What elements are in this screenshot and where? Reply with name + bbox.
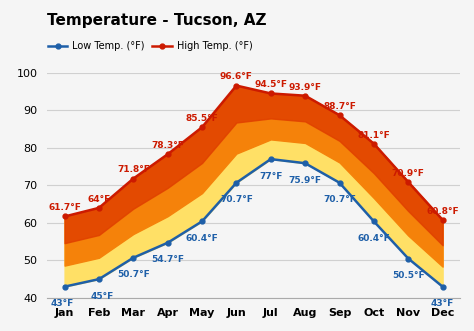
Text: 54.7°F: 54.7°F <box>151 255 184 264</box>
High Temp. (°F) <box>337 113 342 117</box>
Text: 43°F: 43°F <box>431 299 454 308</box>
Low Temp. (°F) <box>62 285 67 289</box>
Text: 70.7°F: 70.7°F <box>323 195 356 204</box>
Text: 85.5°F: 85.5°F <box>186 114 219 123</box>
Text: 45°F: 45°F <box>90 292 113 301</box>
High Temp. (°F) <box>199 125 205 129</box>
Text: 81.1°F: 81.1°F <box>357 130 390 140</box>
High Temp. (°F) <box>268 91 273 95</box>
Low Temp. (°F) <box>268 157 273 161</box>
Low Temp. (°F) <box>302 161 308 165</box>
Text: 43°F: 43°F <box>50 299 73 308</box>
Low Temp. (°F) <box>96 277 102 281</box>
High Temp. (°F) <box>165 152 171 156</box>
Low Temp. (°F) <box>199 219 205 223</box>
Line: High Temp. (°F): High Temp. (°F) <box>62 83 445 222</box>
Text: 64°F: 64°F <box>87 195 110 204</box>
Text: 88.7°F: 88.7°F <box>323 102 356 111</box>
Low Temp. (°F) <box>165 241 171 245</box>
Text: 78.3°F: 78.3°F <box>151 141 184 150</box>
Text: 60.4°F: 60.4°F <box>186 234 219 243</box>
Text: 70.7°F: 70.7°F <box>220 195 253 204</box>
Text: 70.9°F: 70.9°F <box>392 169 425 178</box>
Text: 75.9°F: 75.9°F <box>289 176 322 185</box>
High Temp. (°F) <box>130 177 136 181</box>
High Temp. (°F) <box>405 180 411 184</box>
Text: 71.8°F: 71.8°F <box>117 166 150 174</box>
Text: 60.8°F: 60.8°F <box>426 207 459 216</box>
Text: 96.6°F: 96.6°F <box>220 72 253 81</box>
High Temp. (°F) <box>62 214 67 218</box>
Line: Low Temp. (°F): Low Temp. (°F) <box>62 157 445 289</box>
Low Temp. (°F) <box>440 285 446 289</box>
High Temp. (°F) <box>440 218 446 222</box>
Low Temp. (°F) <box>130 256 136 260</box>
Text: 50.7°F: 50.7°F <box>117 270 150 279</box>
Text: 61.7°F: 61.7°F <box>48 203 81 212</box>
Legend: Low Temp. (°F), High Temp. (°F): Low Temp. (°F), High Temp. (°F) <box>44 37 256 55</box>
Low Temp. (°F) <box>371 219 377 223</box>
Text: Temperature - Tucson, AZ: Temperature - Tucson, AZ <box>47 13 267 28</box>
High Temp. (°F) <box>371 142 377 146</box>
High Temp. (°F) <box>302 94 308 98</box>
Text: 60.4°F: 60.4°F <box>357 234 390 243</box>
Text: 94.5°F: 94.5°F <box>254 80 287 89</box>
Low Temp. (°F) <box>405 257 411 260</box>
High Temp. (°F) <box>234 84 239 88</box>
Text: 50.5°F: 50.5°F <box>392 271 425 280</box>
Text: 93.9°F: 93.9°F <box>289 82 322 92</box>
Low Temp. (°F) <box>337 181 342 185</box>
Text: 77°F: 77°F <box>259 171 283 181</box>
High Temp. (°F) <box>96 206 102 210</box>
Low Temp. (°F) <box>234 181 239 185</box>
